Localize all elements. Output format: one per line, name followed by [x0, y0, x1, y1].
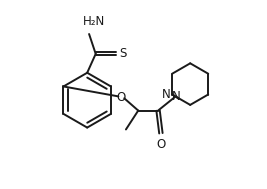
Text: O: O [117, 91, 126, 104]
Text: N: N [172, 90, 180, 103]
Text: O: O [156, 138, 166, 151]
Text: S: S [119, 47, 126, 60]
Text: N: N [162, 88, 171, 101]
Text: H₂N: H₂N [83, 15, 105, 28]
